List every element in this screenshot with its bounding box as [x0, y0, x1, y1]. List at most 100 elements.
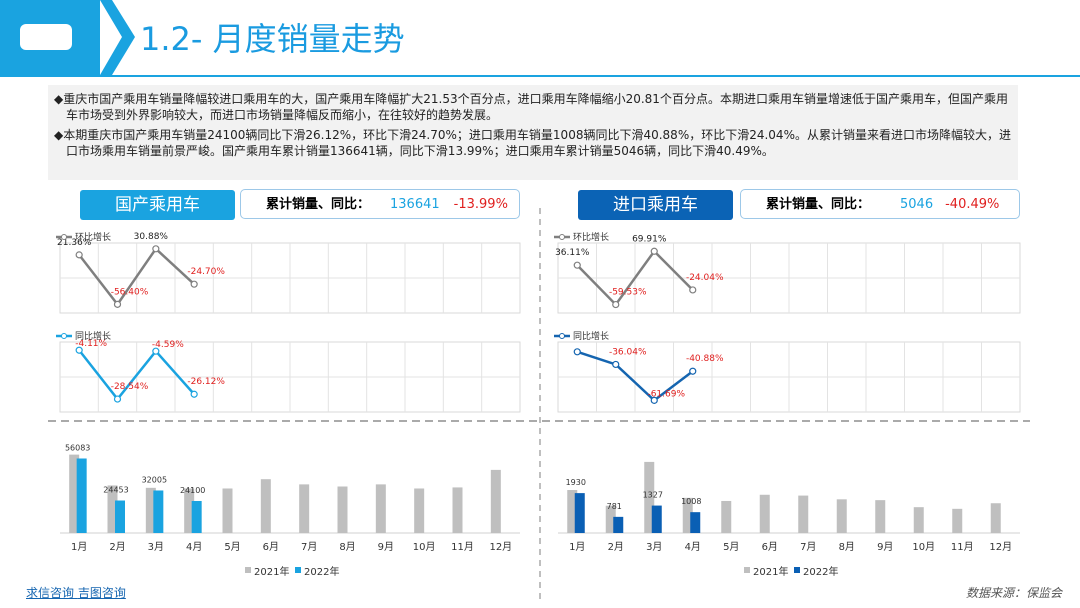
x-tick-label: 10月 [413, 541, 436, 553]
bullet-text: 本期重庆市国产乘用车销量24100辆同比下滑26.12%，环比下滑24.70%；… [63, 128, 1011, 158]
bar [69, 454, 80, 533]
x-tick-label: 5月 [723, 541, 739, 553]
bar [490, 469, 501, 533]
stat-box: 累计销量、同比： 5046 -40.49% [740, 189, 1020, 219]
data-label: -59.53% [609, 288, 647, 298]
x-tick-label: 6月 [263, 541, 279, 553]
bar [875, 500, 886, 533]
bullet: ◆本期重庆市国产乘用车销量24100辆同比下滑26.12%，环比下滑24.70%… [54, 128, 1011, 158]
data-label: 781 [607, 502, 622, 511]
x-tick-label: 8月 [839, 541, 855, 553]
bar [337, 486, 348, 533]
data-label: 36.11% [555, 248, 590, 258]
legend-marker [61, 234, 67, 240]
data-label: 69.91% [632, 234, 667, 244]
footer-link[interactable]: 求信咨询 [26, 586, 75, 600]
data-label: -40.88% [686, 354, 724, 364]
point [113, 395, 122, 403]
header: 1.2- 月度销量走势 [0, 0, 1080, 77]
data-label: -36.04% [609, 347, 647, 357]
bar [690, 512, 701, 533]
stat-change: -13.99% [453, 197, 508, 212]
x-tick-label: 11月 [451, 541, 474, 553]
data-label: -56.40% [111, 287, 149, 297]
point [573, 348, 581, 356]
x-tick-label: 1月 [569, 541, 585, 553]
x-tick-label: 8月 [339, 541, 355, 553]
bar [574, 493, 585, 533]
data-label: -24.04% [686, 273, 724, 283]
bar [990, 503, 1001, 533]
page-title: 1.2- 月度销量走势 [140, 20, 405, 58]
point [612, 360, 620, 369]
legend-label: 环比增长 [75, 231, 111, 243]
point [152, 245, 160, 253]
bar [913, 507, 924, 533]
legend-swatch [744, 567, 750, 573]
bar [145, 487, 156, 533]
bullet-box: ◆重庆市国产乘用车销量降幅较进口乘用车的大，国产乘用车降幅扩大21.53个百分点… [48, 85, 1018, 180]
line [78, 246, 196, 307]
point [190, 390, 198, 398]
legend-swatch [794, 567, 800, 573]
bullet: ◆重庆市国产乘用车销量降幅较进口乘用车的大，国产乘用车降幅扩大21.53个百分点… [54, 92, 1008, 122]
point [190, 280, 198, 288]
x-tick-label: 2月 [608, 541, 624, 553]
legend-swatch [295, 567, 301, 573]
bar [682, 497, 693, 533]
car-icon [20, 24, 72, 50]
data-label: -26.12% [187, 377, 225, 387]
x-tick-label: 2月 [109, 541, 125, 553]
bar [605, 505, 616, 533]
data-label: 30.88% [134, 232, 169, 242]
bar [107, 485, 118, 533]
x-tick-label: 5月 [224, 541, 240, 553]
data-label: -28.54% [111, 382, 149, 392]
legend-label: 2022年 [304, 565, 339, 578]
data-label: 32005 [142, 475, 167, 484]
x-tick-label: 4月 [186, 541, 202, 553]
footer-links: 求信咨询 吉图咨询 [26, 584, 126, 601]
data-label: -61.69% [647, 389, 685, 399]
x-tick-label: 9月 [378, 541, 394, 553]
line [576, 249, 694, 307]
bar [952, 508, 963, 533]
footer-link[interactable]: 吉图咨询 [77, 586, 126, 600]
data-label: 21.36% [57, 238, 92, 248]
legend-marker [559, 234, 565, 240]
bar [452, 487, 463, 533]
point [650, 396, 658, 404]
stat-label: 累计销量、同比： [266, 197, 371, 212]
bar [721, 500, 732, 533]
data-label: 24453 [103, 486, 128, 495]
legend-label: 同比增长 [573, 330, 609, 342]
x-tick-label: 12月 [489, 541, 512, 553]
point [650, 247, 658, 255]
x-tick-label: 6月 [762, 541, 778, 553]
line [78, 349, 196, 402]
point [612, 300, 620, 309]
x-tick-label: 12月 [989, 541, 1012, 553]
line [576, 350, 694, 402]
legend-swatch [245, 567, 251, 573]
bar [798, 495, 809, 533]
legend-label: 环比增长 [573, 231, 609, 243]
bar [613, 516, 624, 533]
legend-label: 2021年 [254, 565, 289, 578]
bar [567, 490, 578, 533]
legend-label: 同比增长 [75, 330, 111, 342]
legend-label: 2021年 [753, 565, 788, 578]
bar [115, 500, 125, 533]
bar [759, 494, 770, 533]
point [689, 367, 697, 375]
x-tick-label: 10月 [912, 541, 935, 553]
bar [644, 461, 655, 533]
x-tick-label: 3月 [646, 541, 662, 553]
bar [375, 484, 386, 533]
bar [414, 488, 425, 533]
x-tick-label: 7月 [301, 541, 317, 553]
bar [184, 488, 195, 533]
stat-total: 136641 [390, 197, 440, 212]
